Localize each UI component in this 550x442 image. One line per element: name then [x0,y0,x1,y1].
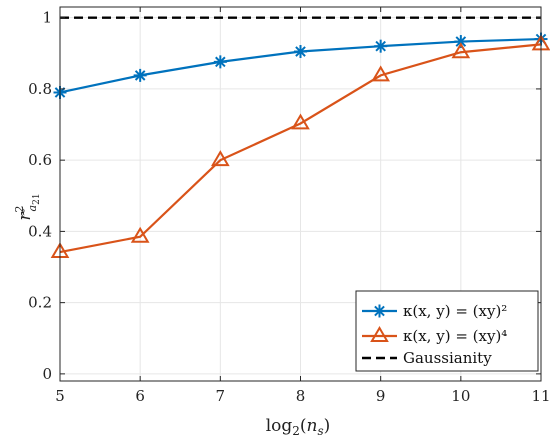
legend: κ(x, y) = (xy)² κ(x, y) = (xy)⁴ Gaussianit… [355,290,539,372]
series-2 [50,34,550,259]
x-tick-label: 7 [216,387,226,405]
legend-label: Gaussianity [403,349,492,367]
asterisk-stroke [375,40,386,52]
x-ticks: 5 6 7 8 9 10 11 [55,7,550,405]
x-tick-label: 10 [451,387,470,405]
x-tick-label: 11 [531,387,550,405]
legend-label: κ(x, y) = (xy)² [403,302,507,320]
legend-entry-2: κ(x, y) = (xy)⁴ [362,326,507,345]
y-tick-label: 0 [42,365,52,383]
series-1-point [133,68,147,82]
asterisk-stroke [134,70,146,81]
series-1-point [213,55,227,69]
series-2-point [130,226,150,243]
y-tick-label: 1 [42,9,52,27]
series-2-point [451,42,471,59]
svg-text:~: ~ [19,208,30,216]
x-tick-label: 6 [135,387,145,405]
series-2-point [291,113,310,130]
asterisk-stroke [455,36,467,47]
y-ticks: 0 0.2 0.4 0.6 0.8 1 [28,9,541,383]
legend-entry-gaussianity: Gaussianity [362,349,492,367]
svg-text:r2a21: r2a21 [13,193,42,220]
series-2-point [210,150,230,167]
y-axis-label: r2a21 ~ [13,193,42,220]
series-1-point [294,45,307,59]
legend-marker [370,326,389,342]
y-tick-label: 0.2 [28,294,52,312]
y-tick-label: 0.4 [28,222,52,240]
x-tick-label: 9 [376,387,386,405]
x-tick-label: 5 [55,387,65,405]
y-tick-label: 0.6 [28,151,52,169]
legend-box [355,290,539,372]
legend-label: κ(x, y) = (xy)⁴ [403,327,507,345]
asterisk-stroke [295,46,306,57]
y-tick-label: 0.8 [28,80,52,98]
series-2-line [59,43,542,254]
series-layer [50,32,550,259]
asterisk-stroke [215,56,226,68]
legend-marker [373,304,386,318]
series-2-point [371,65,391,82]
series-1-point [374,39,388,53]
series-1 [53,32,548,99]
legend-entry-1: κ(x, y) = (xy)² [362,302,507,320]
x-axis-label: log2(ns) [266,416,331,438]
asterisk-stroke [374,305,385,317]
x-tick-label: 8 [296,387,306,405]
